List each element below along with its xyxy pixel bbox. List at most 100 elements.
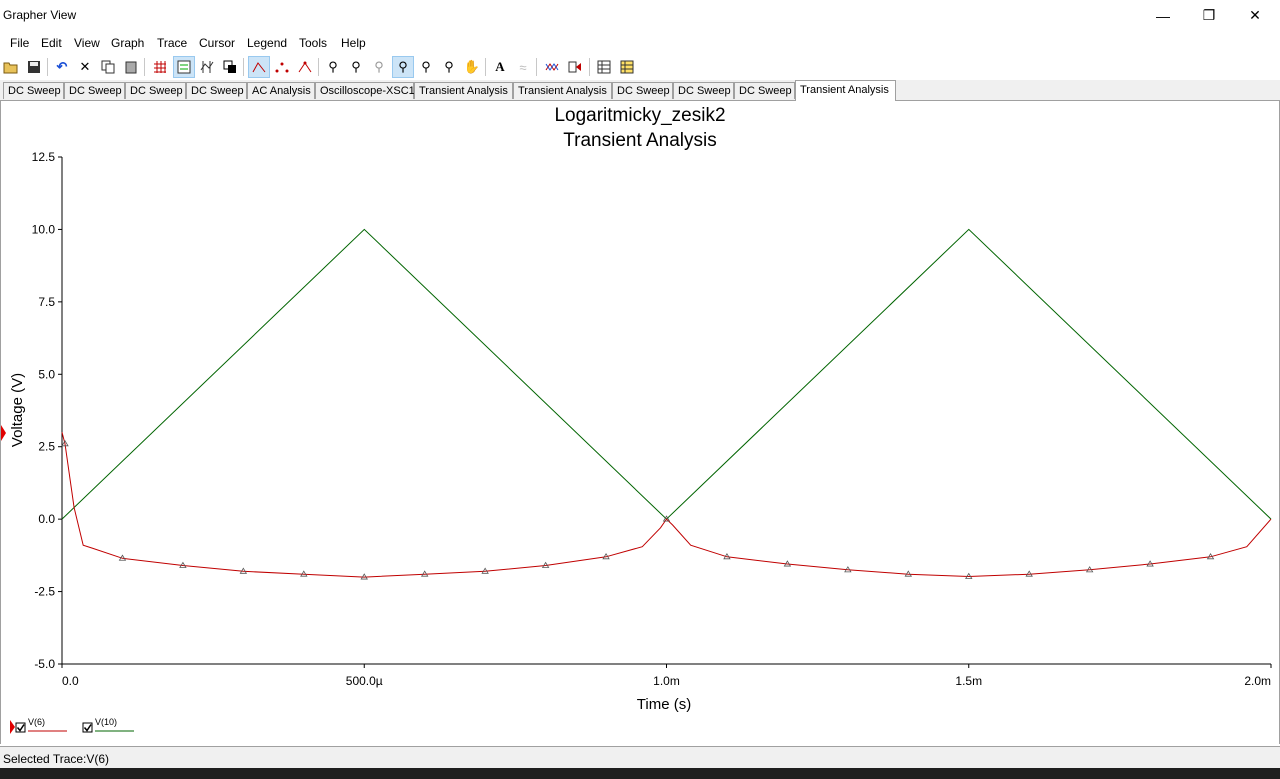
open-icon[interactable] bbox=[1, 57, 21, 77]
y-tick-label: -5.0 bbox=[34, 657, 55, 671]
restore-button[interactable]: ❐ bbox=[1186, 0, 1232, 31]
x-tick-label: 2.0m bbox=[1244, 674, 1271, 688]
close-icon: ✕ bbox=[1249, 7, 1261, 23]
x-tick-label: 1.5m bbox=[955, 674, 982, 688]
status-bar: Selected Trace:V(6) bbox=[0, 746, 1280, 769]
menu-bar: File Edit View Graph Trace Cursor Legend… bbox=[0, 32, 1280, 54]
zoom-out-icon[interactable]: ⚲ bbox=[351, 59, 361, 74]
grid-icon[interactable] bbox=[150, 57, 170, 77]
cut-icon[interactable]: ✕ bbox=[79, 59, 91, 74]
legend: V(6) V(10) bbox=[10, 717, 134, 734]
legend-v10-label: V(10) bbox=[95, 717, 117, 727]
minimize-icon: — bbox=[1156, 7, 1170, 24]
menu-legend[interactable]: Legend bbox=[247, 36, 288, 50]
legend-v10-checkbox[interactable] bbox=[82, 722, 93, 733]
data-point-marker bbox=[118, 554, 127, 561]
menu-file[interactable]: File bbox=[10, 36, 30, 50]
status-text: Selected Trace:V(6) bbox=[3, 752, 110, 766]
legend-v6-checkbox[interactable] bbox=[15, 722, 26, 733]
series-v10-line bbox=[61, 228, 1272, 520]
reverse-colors-icon[interactable] bbox=[220, 57, 240, 77]
line-trace-icon[interactable] bbox=[248, 56, 270, 78]
data-point-marker bbox=[239, 567, 248, 574]
selected-trace-marker-icon bbox=[10, 720, 15, 734]
graph-panel[interactable]: Logaritmicky_zesik2 Transient Analysis 1… bbox=[0, 101, 1280, 744]
tab-dc-sweep-3[interactable]: DC Sweep bbox=[125, 82, 186, 99]
minimize-button[interactable]: — bbox=[1140, 0, 1186, 31]
menu-edit[interactable]: Edit bbox=[41, 36, 62, 50]
tab-dc-sweep-1[interactable]: DC Sweep bbox=[3, 82, 64, 99]
y-tick-label: 2.5 bbox=[38, 440, 55, 454]
paste-icon[interactable] bbox=[121, 57, 141, 77]
data-point-marker bbox=[1146, 560, 1154, 567]
x-tick-label: 1.0m bbox=[653, 674, 680, 688]
close-button[interactable]: ✕ bbox=[1232, 0, 1278, 31]
data-point-marker bbox=[541, 561, 550, 568]
zoom-in-icon[interactable]: ⚲ bbox=[328, 59, 338, 74]
label-icon[interactable]: ≈ bbox=[519, 59, 527, 75]
menu-view[interactable]: View bbox=[74, 36, 100, 50]
undo-icon[interactable]: ↶ bbox=[56, 59, 68, 74]
export-lvm-icon[interactable] bbox=[617, 57, 637, 77]
save-icon[interactable] bbox=[24, 57, 44, 77]
text-icon[interactable]: A bbox=[495, 59, 505, 74]
data-point-marker bbox=[1206, 553, 1215, 560]
legend-icon[interactable] bbox=[173, 56, 195, 78]
restore-icon: ❐ bbox=[1202, 7, 1216, 23]
dots-trace-icon[interactable] bbox=[272, 57, 292, 77]
select-marks-icon[interactable] bbox=[565, 57, 585, 77]
data-point-marker bbox=[1025, 570, 1033, 577]
zoom-y-icon[interactable]: ⚲ bbox=[444, 59, 454, 74]
tab-dc-sweep-2[interactable]: DC Sweep bbox=[64, 82, 125, 99]
tab-dc-sweep-5[interactable]: DC Sweep bbox=[612, 82, 673, 99]
series-v6-line bbox=[61, 432, 1272, 578]
y-tick-label: 12.5 bbox=[32, 150, 56, 164]
zoom-full-icon[interactable]: ⚲ bbox=[374, 59, 384, 74]
zoom-x-icon[interactable]: ⚲ bbox=[421, 59, 431, 74]
export-excel-icon[interactable] bbox=[594, 57, 614, 77]
y-tick-label: -2.5 bbox=[34, 585, 55, 599]
menu-help[interactable]: Help bbox=[341, 36, 366, 50]
tab-dc-sweep-4[interactable]: DC Sweep bbox=[186, 82, 247, 99]
data-point-marker bbox=[1085, 566, 1094, 573]
menu-tools[interactable]: Tools bbox=[299, 36, 328, 50]
menu-trace[interactable]: Trace bbox=[157, 36, 188, 50]
cursor-marker-icon[interactable] bbox=[1, 425, 6, 441]
tab-transient-analysis-active[interactable]: Transient Analysis bbox=[795, 80, 896, 101]
data-point-marker bbox=[179, 561, 187, 568]
y-axis-label: Voltage (V) bbox=[9, 373, 26, 447]
transient-chart[interactable]: Logaritmicky_zesik2 Transient Analysis 1… bbox=[1, 101, 1279, 744]
tab-dc-sweep-6[interactable]: DC Sweep bbox=[673, 82, 734, 99]
zoom-area-icon[interactable]: ⚲ bbox=[392, 56, 414, 78]
tab-dc-sweep-7[interactable]: DC Sweep bbox=[734, 82, 795, 99]
tab-ac-analysis[interactable]: AC Analysis bbox=[247, 82, 315, 99]
chart-title: Logaritmicky_zesik2 bbox=[554, 105, 725, 126]
x-tick-label: 0.0 bbox=[62, 674, 79, 688]
tab-oscilloscope-xsc1[interactable]: Oscilloscope-XSC1 bbox=[315, 82, 415, 99]
data-point-marker bbox=[420, 570, 429, 577]
data-point-marker bbox=[904, 570, 913, 577]
data-point-marker bbox=[602, 553, 610, 560]
x-tick-label: 500.0µ bbox=[346, 674, 383, 688]
pan-hand-icon[interactable]: ✋ bbox=[463, 59, 481, 74]
window-title: Grapher View bbox=[3, 8, 77, 22]
data-point-marker bbox=[61, 440, 69, 447]
data-point-marker bbox=[300, 570, 308, 577]
tab-transient-analysis-1[interactable]: Transient Analysis bbox=[414, 82, 513, 99]
tab-transient-analysis-2[interactable]: Transient Analysis bbox=[513, 82, 612, 99]
menu-cursor[interactable]: Cursor bbox=[199, 36, 236, 50]
menu-graph[interactable]: Graph bbox=[111, 36, 145, 50]
cursors-icon[interactable] bbox=[197, 57, 217, 77]
data-point-marker bbox=[481, 567, 489, 574]
copy-icon[interactable] bbox=[98, 57, 118, 77]
y-tick-label: 5.0 bbox=[38, 367, 55, 381]
tab-strip: DC Sweep DC Sweep DC Sweep DC Sweep AC A… bbox=[0, 80, 1280, 101]
y-tick-label: 7.5 bbox=[38, 295, 55, 309]
title-bar: Grapher View — ❐ ✕ bbox=[0, 0, 1280, 31]
data-point-marker bbox=[965, 572, 973, 579]
plot-area bbox=[61, 228, 1272, 580]
taskbar bbox=[0, 768, 1280, 779]
overlay-traces-icon[interactable] bbox=[542, 57, 562, 77]
checkmark-icon bbox=[83, 724, 92, 732]
line-dots-trace-icon[interactable] bbox=[295, 57, 315, 77]
